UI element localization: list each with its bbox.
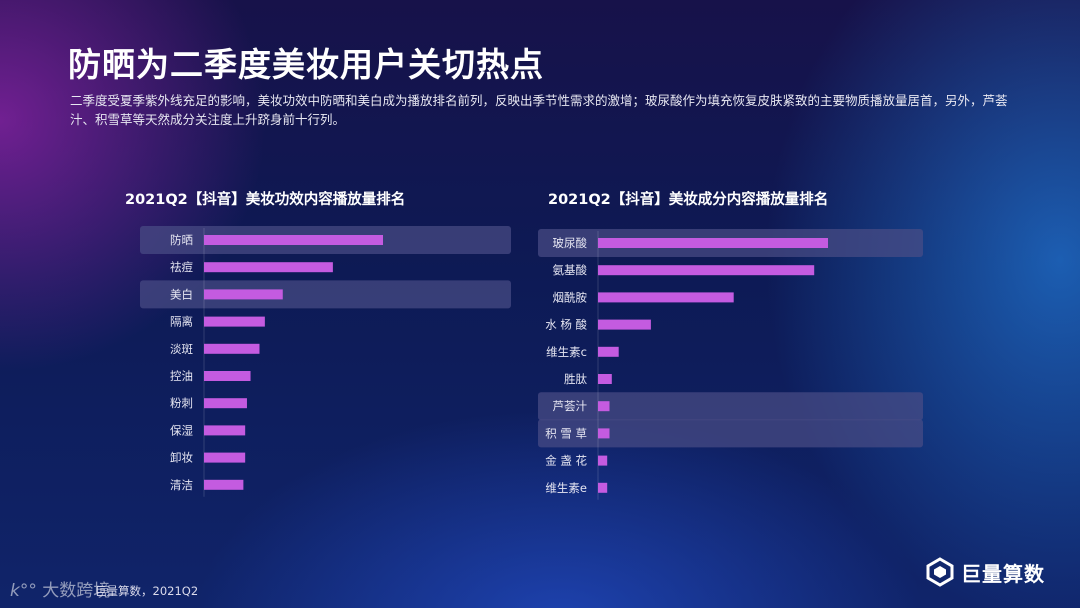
category-label-efficacy-8: 卸妆 — [170, 451, 193, 465]
bar-efficacy-6 — [204, 398, 247, 409]
bar-ingredient-0 — [598, 238, 828, 248]
highlight-band-ingredient-7 — [538, 419, 923, 448]
bar-ingredient-6 — [598, 401, 610, 412]
bar-efficacy-1 — [204, 262, 333, 273]
page-title: 防晒为二季度美妆用户关切热点 — [68, 45, 544, 84]
brand-hexagon-icon — [926, 557, 954, 587]
highlight-band-efficacy-2 — [140, 280, 511, 309]
category-label-efficacy-7: 保湿 — [170, 423, 193, 437]
category-label-ingredient-4: 维生素c — [546, 345, 587, 359]
bar-efficacy-7 — [204, 425, 246, 436]
category-label-ingredient-6: 芦荟汁 — [553, 399, 588, 413]
watermark-logo-icon: k°° — [10, 581, 37, 601]
bar-efficacy-9 — [204, 479, 244, 490]
watermark: k°° 大数跨境 — [10, 576, 110, 601]
bar-efficacy-8 — [204, 452, 246, 463]
category-label-efficacy-3: 隔离 — [170, 315, 193, 329]
bar-ingredient-1 — [598, 265, 815, 276]
highlight-band-ingredient-6 — [538, 392, 923, 421]
brand-name: 巨量算数 — [961, 561, 1045, 586]
source-text: 巨量算数，2021Q2 — [95, 584, 199, 598]
category-label-ingredient-5: 胜肽 — [564, 372, 587, 386]
page-subtitle: 二季度受夏季紫外线充足的影响，美妆功效中防晒和美白成为播放排名前列，反映出季节性… — [70, 93, 1008, 127]
category-label-ingredient-1: 氨基酸 — [553, 263, 588, 277]
category-label-efficacy-1: 祛痘 — [170, 260, 193, 274]
category-label-ingredient-0: 玻尿酸 — [553, 236, 588, 250]
chart-title-efficacy: 2021Q2【抖音】美妆功效内容播放量排名 — [125, 192, 406, 208]
category-label-ingredient-7: 积 雪 草 — [545, 426, 587, 440]
watermark-text: 大数跨境 — [42, 581, 111, 601]
bar-efficacy-2 — [204, 289, 283, 300]
category-label-ingredient-3: 水 杨 酸 — [545, 318, 587, 332]
category-label-ingredient-2: 烟酰胺 — [553, 290, 588, 304]
category-label-ingredient-8: 金 盏 花 — [545, 454, 587, 468]
bar-efficacy-3 — [204, 316, 265, 327]
bar-ingredient-9 — [598, 482, 608, 493]
bar-efficacy-4 — [204, 343, 260, 354]
category-label-efficacy-9: 清洁 — [170, 478, 193, 492]
category-label-efficacy-0: 防晒 — [170, 233, 193, 247]
bar-ingredient-5 — [598, 374, 612, 384]
category-label-efficacy-2: 美白 — [170, 287, 193, 301]
bar-efficacy-5 — [204, 371, 251, 381]
brand-logo: 巨量算数 — [925, 557, 1045, 587]
category-label-efficacy-6: 粉刺 — [170, 396, 193, 410]
bar-ingredient-2 — [598, 292, 734, 303]
bar-ingredient-4 — [598, 346, 619, 357]
bar-efficacy-0 — [204, 235, 383, 245]
bar-ingredient-3 — [598, 319, 651, 330]
chart-title-ingredient: 2021Q2【抖音】美妆成分内容播放量排名 — [548, 192, 829, 208]
bar-ingredient-7 — [598, 428, 610, 439]
bar-ingredient-8 — [598, 455, 608, 466]
category-label-efficacy-5: 控油 — [170, 369, 193, 383]
category-label-ingredient-9: 维生素e — [545, 481, 587, 495]
category-label-efficacy-4: 淡斑 — [170, 342, 193, 356]
